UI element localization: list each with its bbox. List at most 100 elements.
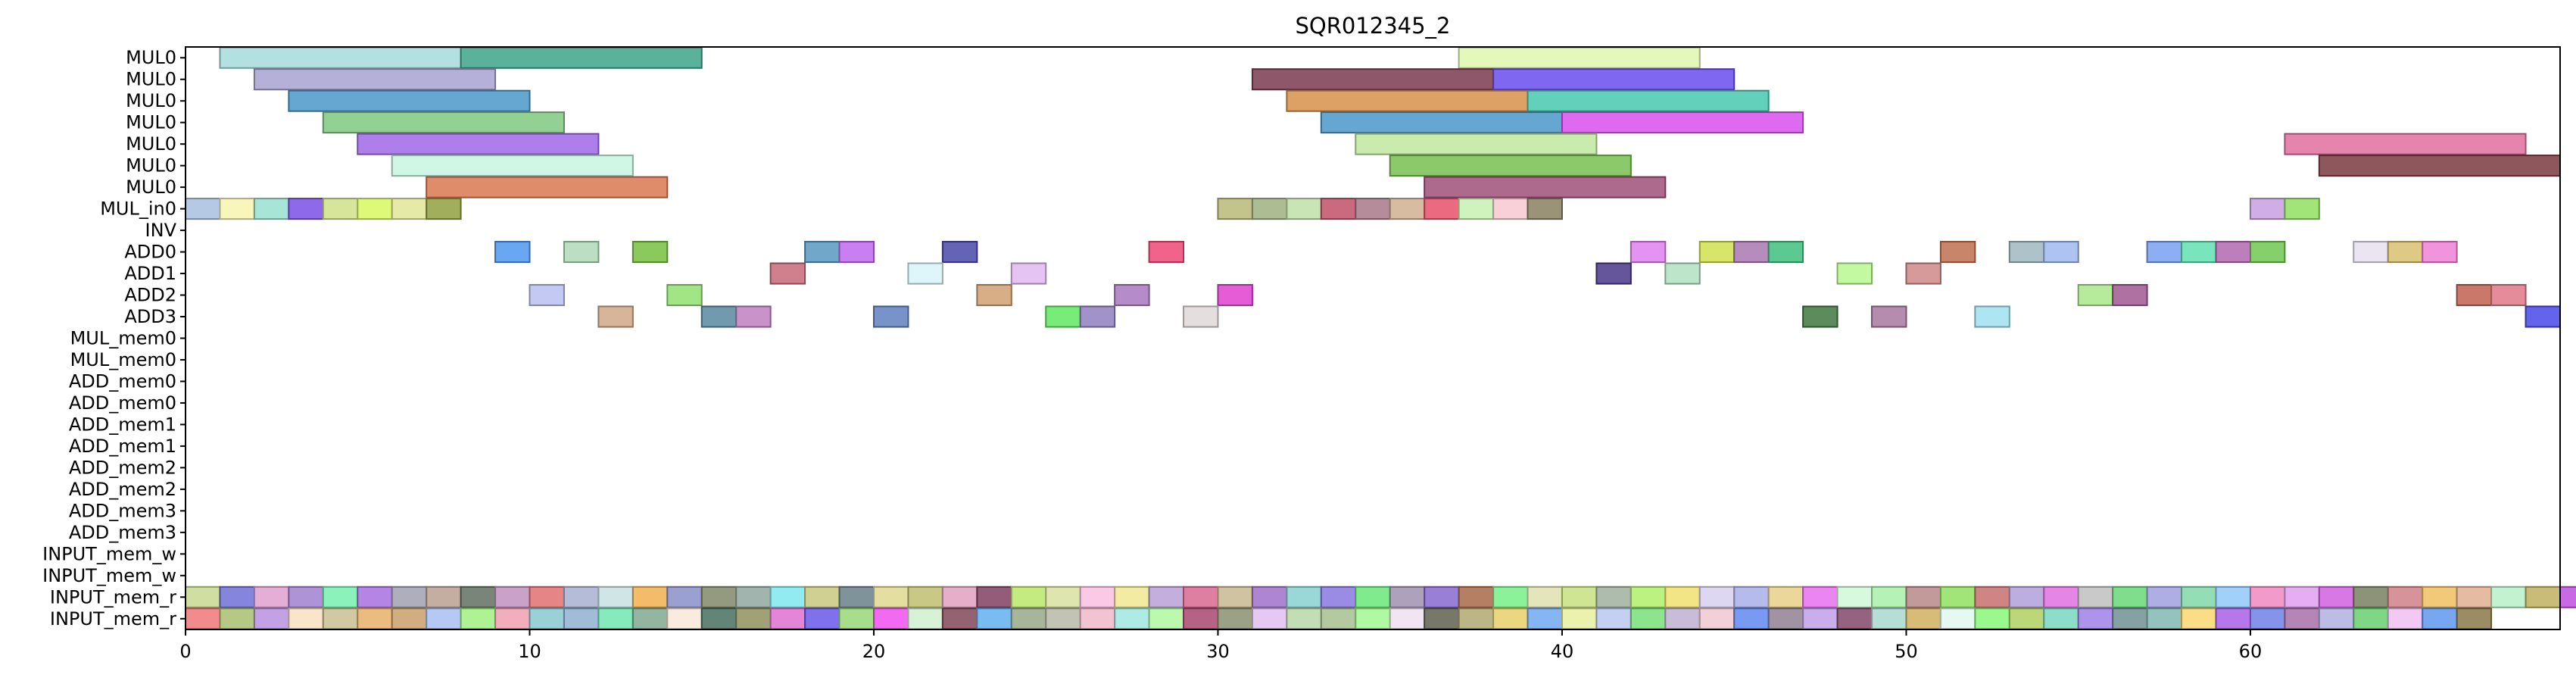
- memory-slot-bar: [2284, 586, 2320, 608]
- task-bar: [1836, 262, 1873, 285]
- y-tick-label: ADD_mem0: [69, 392, 176, 414]
- memory-slot-bar: [735, 608, 772, 630]
- task-bar: [253, 198, 290, 220]
- memory-slot-bar: [1974, 608, 2010, 630]
- task-bar: [907, 262, 943, 285]
- task-bar: [2387, 241, 2424, 264]
- memory-slot-bar: [2146, 608, 2183, 630]
- memory-slot-bar: [872, 608, 909, 630]
- memory-slot-bar: [494, 586, 531, 608]
- task-bar: [426, 176, 669, 198]
- memory-slot-bar: [1836, 586, 1873, 608]
- task-bar: [529, 284, 565, 307]
- task-bar: [2043, 241, 2079, 264]
- memory-slot-bar: [2181, 586, 2217, 608]
- memory-slot-bar: [529, 608, 565, 630]
- memory-slot-bar: [2249, 608, 2286, 630]
- memory-slot-bar: [1871, 608, 1907, 630]
- memory-slot-bar: [1045, 608, 1081, 630]
- memory-slot-bar: [1320, 586, 1357, 608]
- memory-slot-bar: [2387, 586, 2424, 608]
- memory-slot-bar: [1733, 586, 1770, 608]
- task-bar: [1595, 262, 1632, 285]
- task-bar: [2215, 241, 2251, 264]
- y-tick-label: MUL0: [126, 155, 176, 176]
- memory-slot-bar: [1974, 586, 2010, 608]
- memory-slot-bar: [1424, 586, 1460, 608]
- memory-slot-bar: [1355, 608, 1391, 630]
- task-bar: [322, 198, 359, 220]
- task-bar: [1079, 305, 1116, 328]
- memory-slot-bar: [288, 586, 324, 608]
- task-bar: [460, 46, 703, 69]
- x-tick-label: 10: [518, 641, 541, 662]
- task-bar: [357, 198, 393, 220]
- task-bar: [700, 305, 738, 328]
- task-bar: [1286, 89, 1529, 112]
- memory-slot-bar: [563, 586, 600, 608]
- y-tick-label: ADD_mem0: [69, 370, 176, 392]
- task-bar: [1251, 68, 1495, 91]
- y-tick-label: INPUT_mem_w: [42, 565, 176, 586]
- task-bar: [597, 305, 634, 328]
- memory-slot-bar: [1389, 608, 1426, 630]
- memory-slot-bar: [529, 586, 565, 608]
- memory-slot-bar: [391, 608, 428, 630]
- memory-slot-bar: [1010, 586, 1047, 608]
- memory-slot-bar: [2043, 608, 2079, 630]
- task-bar: [2490, 284, 2527, 307]
- memory-slot-bar: [1458, 608, 1495, 630]
- task-bar: [666, 284, 703, 307]
- task-bar: [1905, 262, 1941, 285]
- memory-slot-bar: [2215, 608, 2251, 630]
- memory-slot-bar: [1527, 586, 1563, 608]
- memory-slot-bar: [2422, 608, 2458, 630]
- x-axis: 0 10 20 30 40 50 60: [179, 629, 2262, 662]
- x-tick-label: 50: [1895, 641, 1918, 662]
- task-bar: [1871, 305, 1907, 328]
- plot-area-frame: [185, 46, 2561, 630]
- memory-slot-bar: [460, 608, 497, 630]
- y-tick-label: INPUT_mem_r: [50, 586, 176, 608]
- x-tick-label: 40: [1551, 641, 1574, 662]
- memory-slot-bar: [2181, 608, 2217, 630]
- memory-slot-bar: [2284, 608, 2320, 630]
- memory-slot-bar: [2422, 586, 2458, 608]
- memory-slot-bar: [1251, 586, 1288, 608]
- task-bar: [1217, 284, 1253, 307]
- y-tick-label: ADD3: [124, 306, 176, 327]
- task-bar: [1355, 133, 1598, 155]
- memory-slot-bar: [1251, 608, 1288, 630]
- task-bar: [2249, 241, 2286, 264]
- task-bar: [2249, 198, 2286, 220]
- task-bar: [1698, 241, 1736, 264]
- task-bar: [2284, 198, 2320, 220]
- task-bar: [2422, 241, 2458, 264]
- memory-slot-bar: [1802, 608, 1838, 630]
- memory-slot-bar: [2008, 608, 2045, 630]
- task-bar: [1424, 198, 1460, 220]
- task-bar: [2456, 284, 2493, 307]
- memory-slot-bar: [1183, 608, 1219, 630]
- memory-slot-bar: [2146, 586, 2183, 608]
- memory-slot-bar: [1629, 586, 1667, 608]
- y-axis-labels: MUL0MUL0MUL0MUL0MUL0MUL0MUL0MUL_in0INVAD…: [42, 47, 186, 629]
- memory-slot-bar: [2077, 608, 2114, 630]
- y-tick-label: ADD_mem2: [69, 457, 176, 478]
- memory-slot-bar: [700, 608, 738, 630]
- y-tick-label: MUL0: [126, 69, 176, 90]
- memory-slot-bar: [1320, 608, 1357, 630]
- task-bar: [219, 198, 255, 220]
- y-tick-label: ADD1: [124, 263, 176, 284]
- task-bar: [1664, 262, 1701, 285]
- memory-slot-bar: [357, 586, 393, 608]
- task-bar: [1527, 198, 1563, 220]
- x-tick-label: 60: [2239, 641, 2263, 662]
- task-bar: [426, 198, 462, 220]
- memory-slot-bar: [185, 608, 221, 630]
- task-bar: [1974, 305, 2010, 328]
- memory-slot-bar: [1561, 608, 1598, 630]
- task-bar: [1183, 305, 1219, 328]
- memory-slot-bar: [2387, 608, 2424, 630]
- memory-slot-bar: [735, 586, 772, 608]
